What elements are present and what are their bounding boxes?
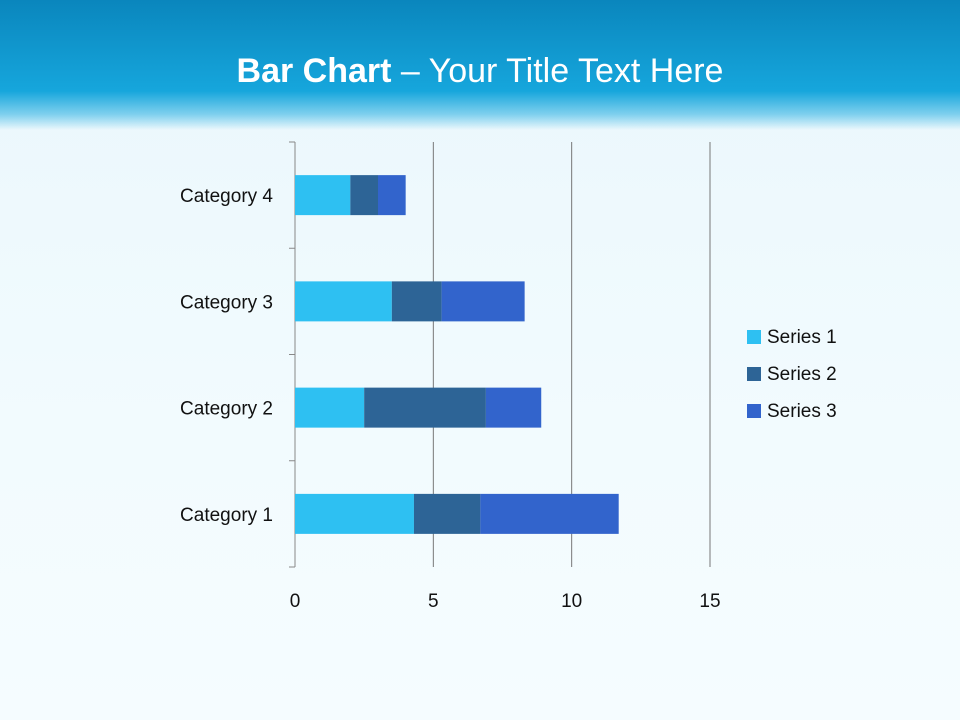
bar-series-1 <box>295 281 392 322</box>
bar-series-2 <box>364 387 486 428</box>
legend-swatch <box>747 367 761 381</box>
legend-label: Series 3 <box>767 401 837 422</box>
x-tick-label: 0 <box>290 591 301 612</box>
bar-series-1 <box>295 175 351 216</box>
category-label: Category 2 <box>180 399 273 420</box>
slide-title: Bar Chart – Your Title Text Here <box>0 52 960 91</box>
x-tick-label: 15 <box>699 591 720 612</box>
category-label: Category 4 <box>180 186 273 207</box>
title-band <box>0 0 960 130</box>
bar-series-3 <box>485 387 542 428</box>
x-tick-label: 10 <box>561 591 582 612</box>
legend-swatch <box>747 404 761 418</box>
legend-swatch <box>747 330 761 344</box>
category-label: Category 1 <box>180 505 273 526</box>
title-rest: – Your Title Text Here <box>391 52 724 90</box>
bar-series-1 <box>295 493 414 534</box>
bar-series-2 <box>413 493 481 534</box>
bar-series-3 <box>441 281 525 322</box>
bar-series-2 <box>350 175 378 216</box>
bar-series-1 <box>295 387 365 428</box>
legend-label: Series 1 <box>767 327 837 348</box>
bar-series-3 <box>378 175 406 216</box>
bar-series-2 <box>391 281 442 322</box>
x-tick-label: 5 <box>428 591 439 612</box>
category-label: Category 3 <box>180 292 273 313</box>
title-bold: Bar Chart <box>236 52 392 90</box>
bar-series-3 <box>480 493 619 534</box>
legend-label: Series 2 <box>767 364 837 385</box>
